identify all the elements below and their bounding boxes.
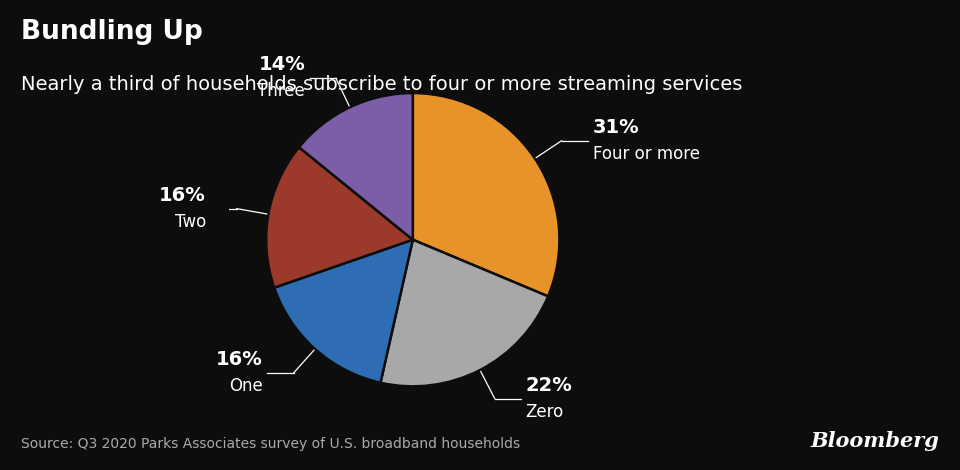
Text: Bundling Up: Bundling Up [21, 19, 203, 45]
Text: Three: Three [257, 82, 305, 101]
Text: 16%: 16% [216, 350, 263, 369]
Wedge shape [299, 93, 413, 240]
Wedge shape [275, 240, 413, 383]
Wedge shape [266, 147, 413, 288]
Text: Bloomberg: Bloomberg [810, 431, 939, 451]
Text: One: One [229, 377, 263, 395]
Text: Zero: Zero [525, 403, 564, 421]
Wedge shape [413, 93, 560, 297]
Text: Nearly a third of households subscribe to four or more streaming services: Nearly a third of households subscribe t… [21, 75, 742, 94]
Text: Four or more: Four or more [592, 145, 700, 163]
Text: Two: Two [175, 213, 205, 231]
Wedge shape [380, 240, 548, 386]
Text: 31%: 31% [592, 118, 639, 137]
Text: 14%: 14% [258, 55, 305, 74]
Text: 16%: 16% [159, 186, 205, 205]
Text: Source: Q3 2020 Parks Associates survey of U.S. broadband households: Source: Q3 2020 Parks Associates survey … [21, 437, 520, 451]
Text: 22%: 22% [525, 376, 572, 395]
